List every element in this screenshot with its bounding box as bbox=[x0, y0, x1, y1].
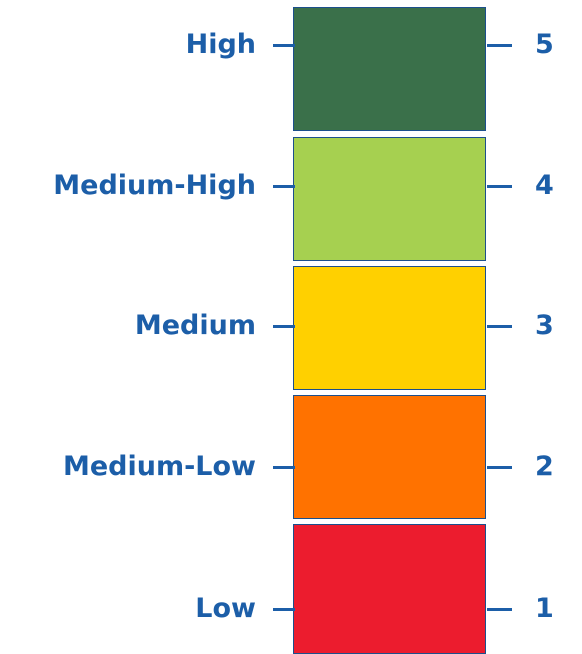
band-medium-high bbox=[293, 137, 486, 261]
level-value: 3 bbox=[535, 310, 554, 341]
band-low bbox=[293, 524, 486, 654]
tick-left bbox=[273, 465, 295, 469]
tick-right bbox=[487, 43, 512, 47]
level-value: 4 bbox=[535, 170, 554, 201]
tick-left bbox=[273, 324, 295, 328]
level-label: Medium-High bbox=[53, 170, 256, 201]
band-medium-low bbox=[293, 395, 486, 519]
level-value: 2 bbox=[535, 451, 554, 482]
level-label: Low bbox=[195, 593, 256, 624]
level-value: 5 bbox=[535, 29, 554, 60]
level-value: 1 bbox=[535, 593, 554, 624]
level-label: Medium-Low bbox=[62, 451, 256, 482]
tick-left bbox=[273, 607, 295, 611]
tick-right bbox=[487, 607, 512, 611]
band-high bbox=[293, 7, 486, 131]
tick-right bbox=[487, 324, 512, 328]
level-label: High bbox=[185, 29, 256, 60]
band-medium bbox=[293, 266, 486, 390]
tick-left bbox=[273, 43, 295, 47]
level-label: Medium bbox=[134, 310, 256, 341]
tick-right bbox=[487, 184, 512, 188]
tick-left bbox=[273, 184, 295, 188]
tick-right bbox=[487, 465, 512, 469]
